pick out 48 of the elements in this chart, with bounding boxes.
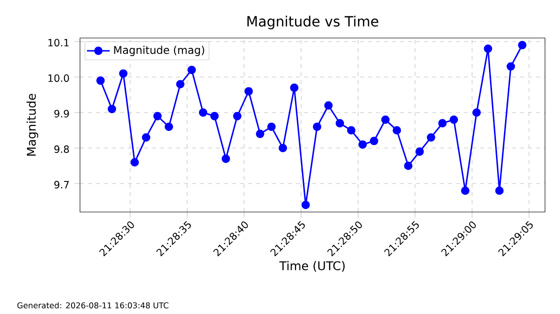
point xyxy=(381,115,390,124)
point xyxy=(370,136,378,146)
point xyxy=(210,112,219,120)
point xyxy=(404,162,412,170)
point xyxy=(244,87,253,96)
y-tick-label: 9.7 xyxy=(54,180,69,188)
point xyxy=(495,186,504,195)
point xyxy=(278,144,288,152)
y-tick-label: 9.9 xyxy=(54,110,69,118)
point xyxy=(312,122,322,131)
point xyxy=(233,112,242,120)
point xyxy=(301,200,310,210)
legend-label: Magnitude (mag) xyxy=(114,46,204,56)
point xyxy=(256,130,264,138)
point xyxy=(484,44,492,53)
point xyxy=(187,66,196,74)
y-tick-label: 10.1 xyxy=(48,38,69,46)
point xyxy=(415,147,424,156)
point xyxy=(198,108,208,117)
point xyxy=(267,122,276,131)
point xyxy=(119,69,128,78)
point xyxy=(142,133,150,142)
x-axis-title: Time (UTC) xyxy=(279,260,345,272)
point xyxy=(222,154,230,163)
point xyxy=(426,133,436,142)
y-axis-title: Magnitude xyxy=(26,94,38,156)
point xyxy=(96,76,105,85)
point xyxy=(290,84,298,92)
point xyxy=(461,186,470,195)
point xyxy=(358,140,367,149)
point xyxy=(438,119,447,128)
point xyxy=(347,126,356,135)
point xyxy=(176,80,184,88)
point xyxy=(130,158,139,166)
point xyxy=(324,101,333,110)
point xyxy=(472,108,481,117)
point xyxy=(392,126,402,135)
point xyxy=(518,40,526,50)
point xyxy=(450,115,458,124)
y-tick-label: 9.8 xyxy=(54,145,69,153)
point xyxy=(336,119,344,128)
point xyxy=(164,122,174,131)
point xyxy=(506,62,516,71)
chart-title: Magnitude vs Time xyxy=(247,16,378,30)
y-tick-label: 10.0 xyxy=(48,74,69,82)
point xyxy=(153,112,162,120)
text: Generated: 2026-08-11 16:03:48 UTC xyxy=(17,302,168,308)
point xyxy=(108,104,116,114)
